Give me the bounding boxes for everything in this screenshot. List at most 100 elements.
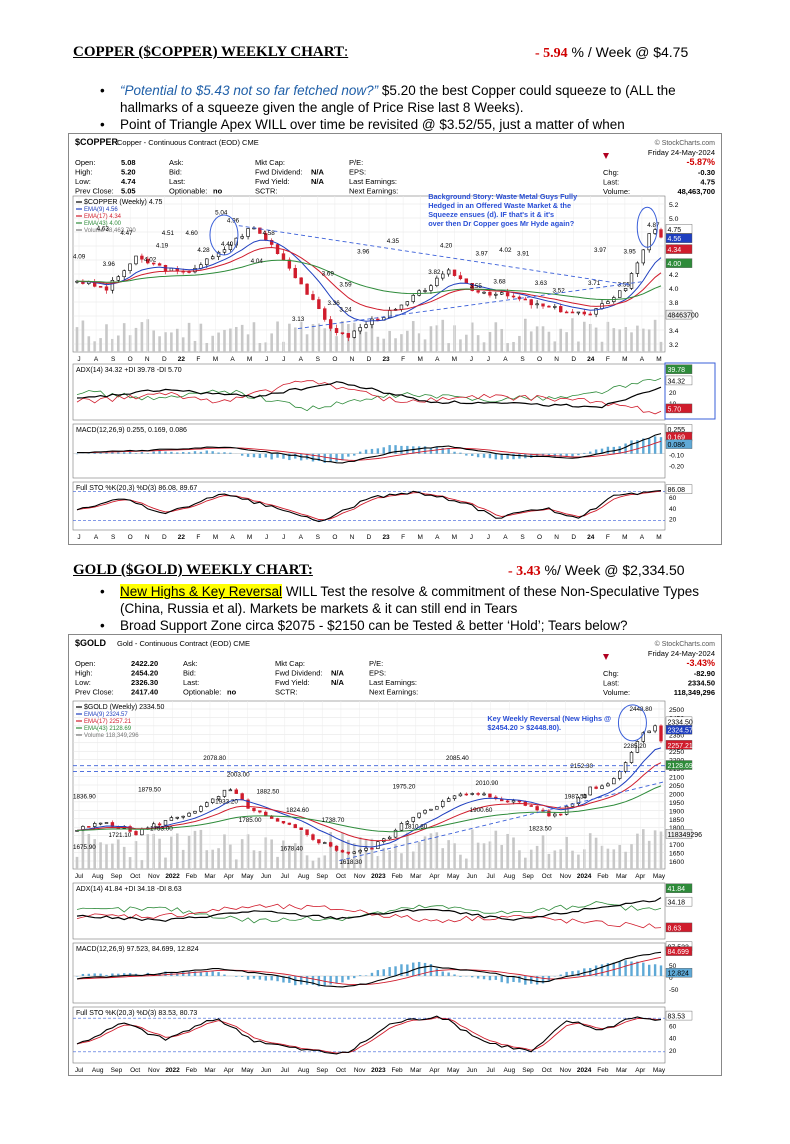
candle-body	[564, 311, 569, 314]
x-axis-label: Feb	[186, 873, 198, 880]
x-axis-label: Jun	[261, 1067, 272, 1074]
candle-body	[441, 801, 445, 807]
macd-histogram-bar	[252, 453, 256, 458]
macd-histogram-bar	[577, 453, 580, 456]
x-axis-label: N	[350, 534, 355, 541]
stat-label: SCTR:	[255, 187, 278, 196]
candle-body	[346, 333, 351, 338]
minus-di-line	[76, 380, 662, 415]
candle-body	[482, 291, 486, 294]
legend-entry: EMA(17) 4.34	[84, 214, 122, 220]
stat-label: Bid:	[169, 168, 182, 177]
gold-chart: $GOLD Gold - Continuous Contract (EOD) CM…	[68, 634, 722, 1076]
candle-body	[399, 823, 404, 831]
macd-histogram-bar	[465, 453, 468, 456]
macd-tag-box	[665, 968, 693, 978]
volume-bar	[577, 854, 580, 869]
candle-body	[87, 826, 91, 828]
candle-body	[222, 789, 227, 797]
x-axis-label: Oct	[542, 1067, 552, 1074]
candle-body	[641, 249, 646, 264]
price-annotation: 3.91	[517, 250, 530, 257]
price-annotation: 3.59	[339, 281, 352, 288]
candle-body	[458, 275, 463, 280]
y-tick: 60	[669, 1023, 677, 1030]
note-text: Key Weekly Reversal (New Highs @	[487, 714, 611, 723]
volume-bar	[99, 338, 102, 352]
x-axis-label: F	[401, 356, 405, 363]
candle-body	[358, 850, 362, 853]
price-annotation: 3.63	[535, 280, 548, 287]
candle-body	[446, 269, 451, 275]
candle-body	[547, 305, 551, 308]
candle-body	[140, 255, 144, 260]
candle-body	[205, 802, 209, 807]
y-tick: 3.4	[669, 328, 679, 335]
candle-body	[511, 295, 516, 298]
candle-body	[570, 311, 575, 314]
price-annotation: 4.35	[387, 238, 400, 245]
candle-body	[635, 262, 640, 274]
trend-line	[297, 281, 642, 330]
macd-histogram-bar	[158, 973, 161, 976]
price-annotation: 1900.60	[470, 807, 493, 814]
stat-value: 4.74	[121, 177, 136, 186]
x-axis-label: Mar	[204, 1067, 216, 1074]
volume-bar	[423, 836, 427, 869]
gold-change-value: - 3.43	[508, 564, 541, 579]
stat-label: Low:	[75, 177, 91, 186]
candle-body	[494, 293, 498, 296]
volume-bar	[435, 325, 439, 352]
x-axis-label: M	[452, 356, 457, 363]
macd-histogram-bar	[518, 453, 521, 459]
candle-body	[405, 301, 410, 306]
x-axis-label: O	[537, 534, 542, 541]
stat-label: Fwd Dividend:	[255, 168, 303, 177]
x-axis-label: F	[606, 534, 610, 541]
x-axis-label: Feb	[391, 1067, 403, 1074]
volume-bar	[99, 842, 102, 869]
sto-tag-box	[665, 1010, 693, 1021]
x-axis-label: A	[299, 356, 304, 363]
volume-bar	[205, 342, 209, 352]
y-tick: 0	[669, 975, 673, 982]
x-axis-label: O	[128, 534, 133, 541]
gold-weekly-change: - 3.43 %/ Week @ $2,334.50	[508, 562, 685, 580]
volume-bar	[211, 849, 214, 869]
candle-body	[299, 277, 303, 285]
candle-body	[441, 273, 445, 279]
volume-bar	[624, 327, 627, 352]
macd-histogram-bar	[240, 976, 244, 977]
candle-body	[258, 227, 262, 234]
volume-bar	[465, 858, 468, 869]
volume-bar	[406, 330, 409, 352]
price-annotation: 4.47	[120, 230, 133, 237]
price-annotation: 2010.90	[476, 780, 499, 787]
ema43-line	[76, 259, 662, 301]
y-tick: 5.2	[669, 202, 679, 209]
price-tag: 4.00	[668, 261, 682, 268]
volume-bar	[388, 850, 391, 869]
candle-body	[98, 286, 103, 288]
volume-bar	[565, 836, 568, 869]
macd-histogram-bar	[600, 964, 604, 976]
price-annotation: 3.96	[103, 261, 116, 268]
volume-bar	[500, 844, 504, 869]
macd-histogram-bar	[648, 438, 651, 454]
macd-histogram-bar	[500, 453, 503, 460]
macd-histogram-bar	[494, 976, 498, 980]
volume-bar	[459, 339, 462, 352]
x-axis-label: Aug	[504, 873, 516, 880]
macd-histogram-bar	[341, 453, 344, 461]
volume-bar	[630, 844, 633, 869]
y-tick: 20	[669, 516, 677, 523]
macd-histogram-bar	[636, 961, 639, 976]
volume-bar	[388, 330, 391, 352]
candle-body	[169, 268, 174, 272]
adx-tag-box	[665, 403, 693, 414]
x-axis-label: J	[470, 356, 473, 363]
macd-histogram-bar	[648, 964, 651, 976]
x-axis-label: Nov	[354, 1067, 366, 1074]
adx-tag: 8.63	[668, 925, 682, 932]
macd-histogram-bar	[223, 974, 226, 976]
